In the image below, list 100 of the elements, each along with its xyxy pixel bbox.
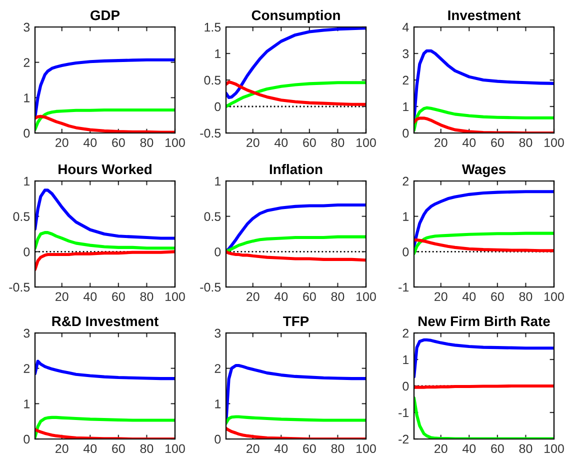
x-tick-label: 20 — [246, 444, 260, 454]
line-series — [414, 49, 554, 122]
chart-title: Consumption — [252, 10, 340, 23]
x-tick-label: 100 — [356, 444, 376, 454]
x-tick-label: 60 — [491, 444, 504, 454]
line-series — [35, 188, 175, 240]
x-tick-label: 80 — [519, 444, 532, 454]
y-tick-label: 0 — [402, 382, 409, 391]
y-tick-label: -2 — [398, 434, 409, 444]
y-tick-label: 3 — [24, 328, 30, 338]
y-tick-label: -1 — [398, 282, 409, 292]
x-tick-label: 40 — [462, 444, 476, 454]
line-series — [226, 235, 366, 254]
line-series — [414, 238, 554, 252]
x-tick-label: 100 — [356, 292, 376, 302]
y-tick-label: 1 — [403, 212, 409, 221]
y-tick-label: 1 — [215, 400, 221, 408]
x-tick-label: 100 — [544, 444, 564, 454]
y-tick-label: 0 — [214, 434, 221, 444]
x-tick-label: 20 — [434, 138, 448, 148]
x-tick-label: 80 — [140, 138, 154, 148]
y-tick-label: 0 — [24, 247, 30, 256]
line-series — [35, 231, 175, 250]
x-tick-label: 40 — [274, 292, 288, 302]
y-tick-label: 1 — [403, 355, 409, 364]
chart-title: GDP — [90, 10, 120, 20]
y-tick-label: 0 — [24, 128, 30, 138]
y-tick-label: 4 — [402, 22, 409, 32]
x-tick-label: 60 — [491, 138, 504, 148]
x-tick-label: 60 — [303, 444, 316, 454]
x-tick-label: 100 — [166, 138, 185, 148]
line-series — [226, 415, 366, 425]
x-tick-label: 40 — [274, 444, 288, 454]
y-tick-label: 1 — [24, 176, 30, 186]
x-tick-label: 60 — [112, 444, 125, 454]
x-tick-label: 60 — [112, 138, 125, 148]
y-tick-label: 1 — [215, 49, 221, 58]
y-tick-label: 1.5 — [204, 22, 221, 32]
x-tick-label: 100 — [356, 138, 376, 148]
y-tick-label: 0.5 — [204, 76, 221, 85]
x-tick-label: 20 — [434, 444, 448, 454]
y-tick-label: 3 — [402, 49, 409, 58]
y-tick-label: 2 — [402, 328, 409, 338]
x-tick-label: 20 — [56, 292, 68, 302]
x-tick-label: 20 — [56, 444, 68, 454]
x-tick-label: 40 — [462, 292, 476, 302]
x-tick-label: 20 — [56, 138, 68, 148]
y-tick-label: -1 — [398, 408, 409, 418]
y-tick-label: 2 — [402, 76, 409, 85]
y-tick-label: 0 — [214, 102, 221, 112]
x-tick-label: 80 — [331, 138, 344, 148]
x-tick-label: 100 — [544, 138, 564, 148]
x-tick-label: 40 — [274, 138, 288, 148]
y-tick-label: 1 — [24, 94, 30, 102]
chart-title: TFP — [283, 316, 309, 326]
x-tick-label: 60 — [303, 292, 316, 302]
line-series — [35, 250, 175, 271]
line-series — [226, 250, 366, 262]
y-tick-label: 0 — [24, 434, 30, 444]
x-tick-label: 40 — [83, 444, 97, 454]
x-tick-label: 100 — [166, 444, 185, 454]
x-tick-label: 80 — [140, 444, 154, 454]
y-tick-label: 2 — [24, 58, 30, 67]
y-tick-label: 2 — [402, 176, 409, 186]
x-tick-label: 80 — [140, 292, 154, 302]
y-tick-label: 0.5 — [204, 212, 221, 221]
x-tick-label: 60 — [112, 292, 125, 302]
chart-title: Inflation — [270, 164, 322, 174]
chart-title: R&D Investment — [52, 316, 158, 326]
y-tick-label: -0.5 — [200, 128, 221, 138]
y-tick-label: -0.5 — [9, 282, 30, 292]
y-tick-label: 1 — [403, 102, 409, 112]
line-series — [35, 360, 175, 380]
x-tick-label: 20 — [246, 138, 260, 148]
x-tick-label: 80 — [331, 292, 344, 302]
line-series — [35, 58, 175, 119]
x-tick-label: 60 — [491, 292, 504, 302]
x-tick-label: 100 — [166, 292, 185, 302]
y-tick-label: 2 — [24, 364, 30, 373]
x-tick-label: 20 — [246, 292, 260, 302]
y-tick-label: 0 — [402, 128, 409, 138]
line-series — [414, 232, 554, 255]
x-tick-label: 80 — [331, 444, 344, 454]
y-tick-label: 3 — [214, 328, 221, 338]
chart-title: Wages — [462, 164, 506, 177]
x-tick-label: 20 — [434, 292, 448, 302]
y-tick-label: 0 — [402, 247, 409, 256]
x-tick-label: 40 — [83, 292, 97, 302]
line-series — [35, 108, 175, 131]
x-tick-label: 40 — [462, 138, 476, 148]
x-tick-label: 80 — [519, 292, 532, 302]
y-tick-label: 1 — [24, 400, 30, 408]
y-tick-label: 1 — [215, 176, 221, 186]
chart-title: Hours Worked — [58, 164, 152, 174]
line-series — [414, 338, 554, 378]
x-tick-label: 60 — [303, 138, 316, 148]
y-tick-label: -0.5 — [200, 282, 221, 292]
x-tick-label: 80 — [519, 138, 532, 148]
y-tick-label: 2 — [214, 364, 221, 373]
line-series — [414, 190, 554, 248]
